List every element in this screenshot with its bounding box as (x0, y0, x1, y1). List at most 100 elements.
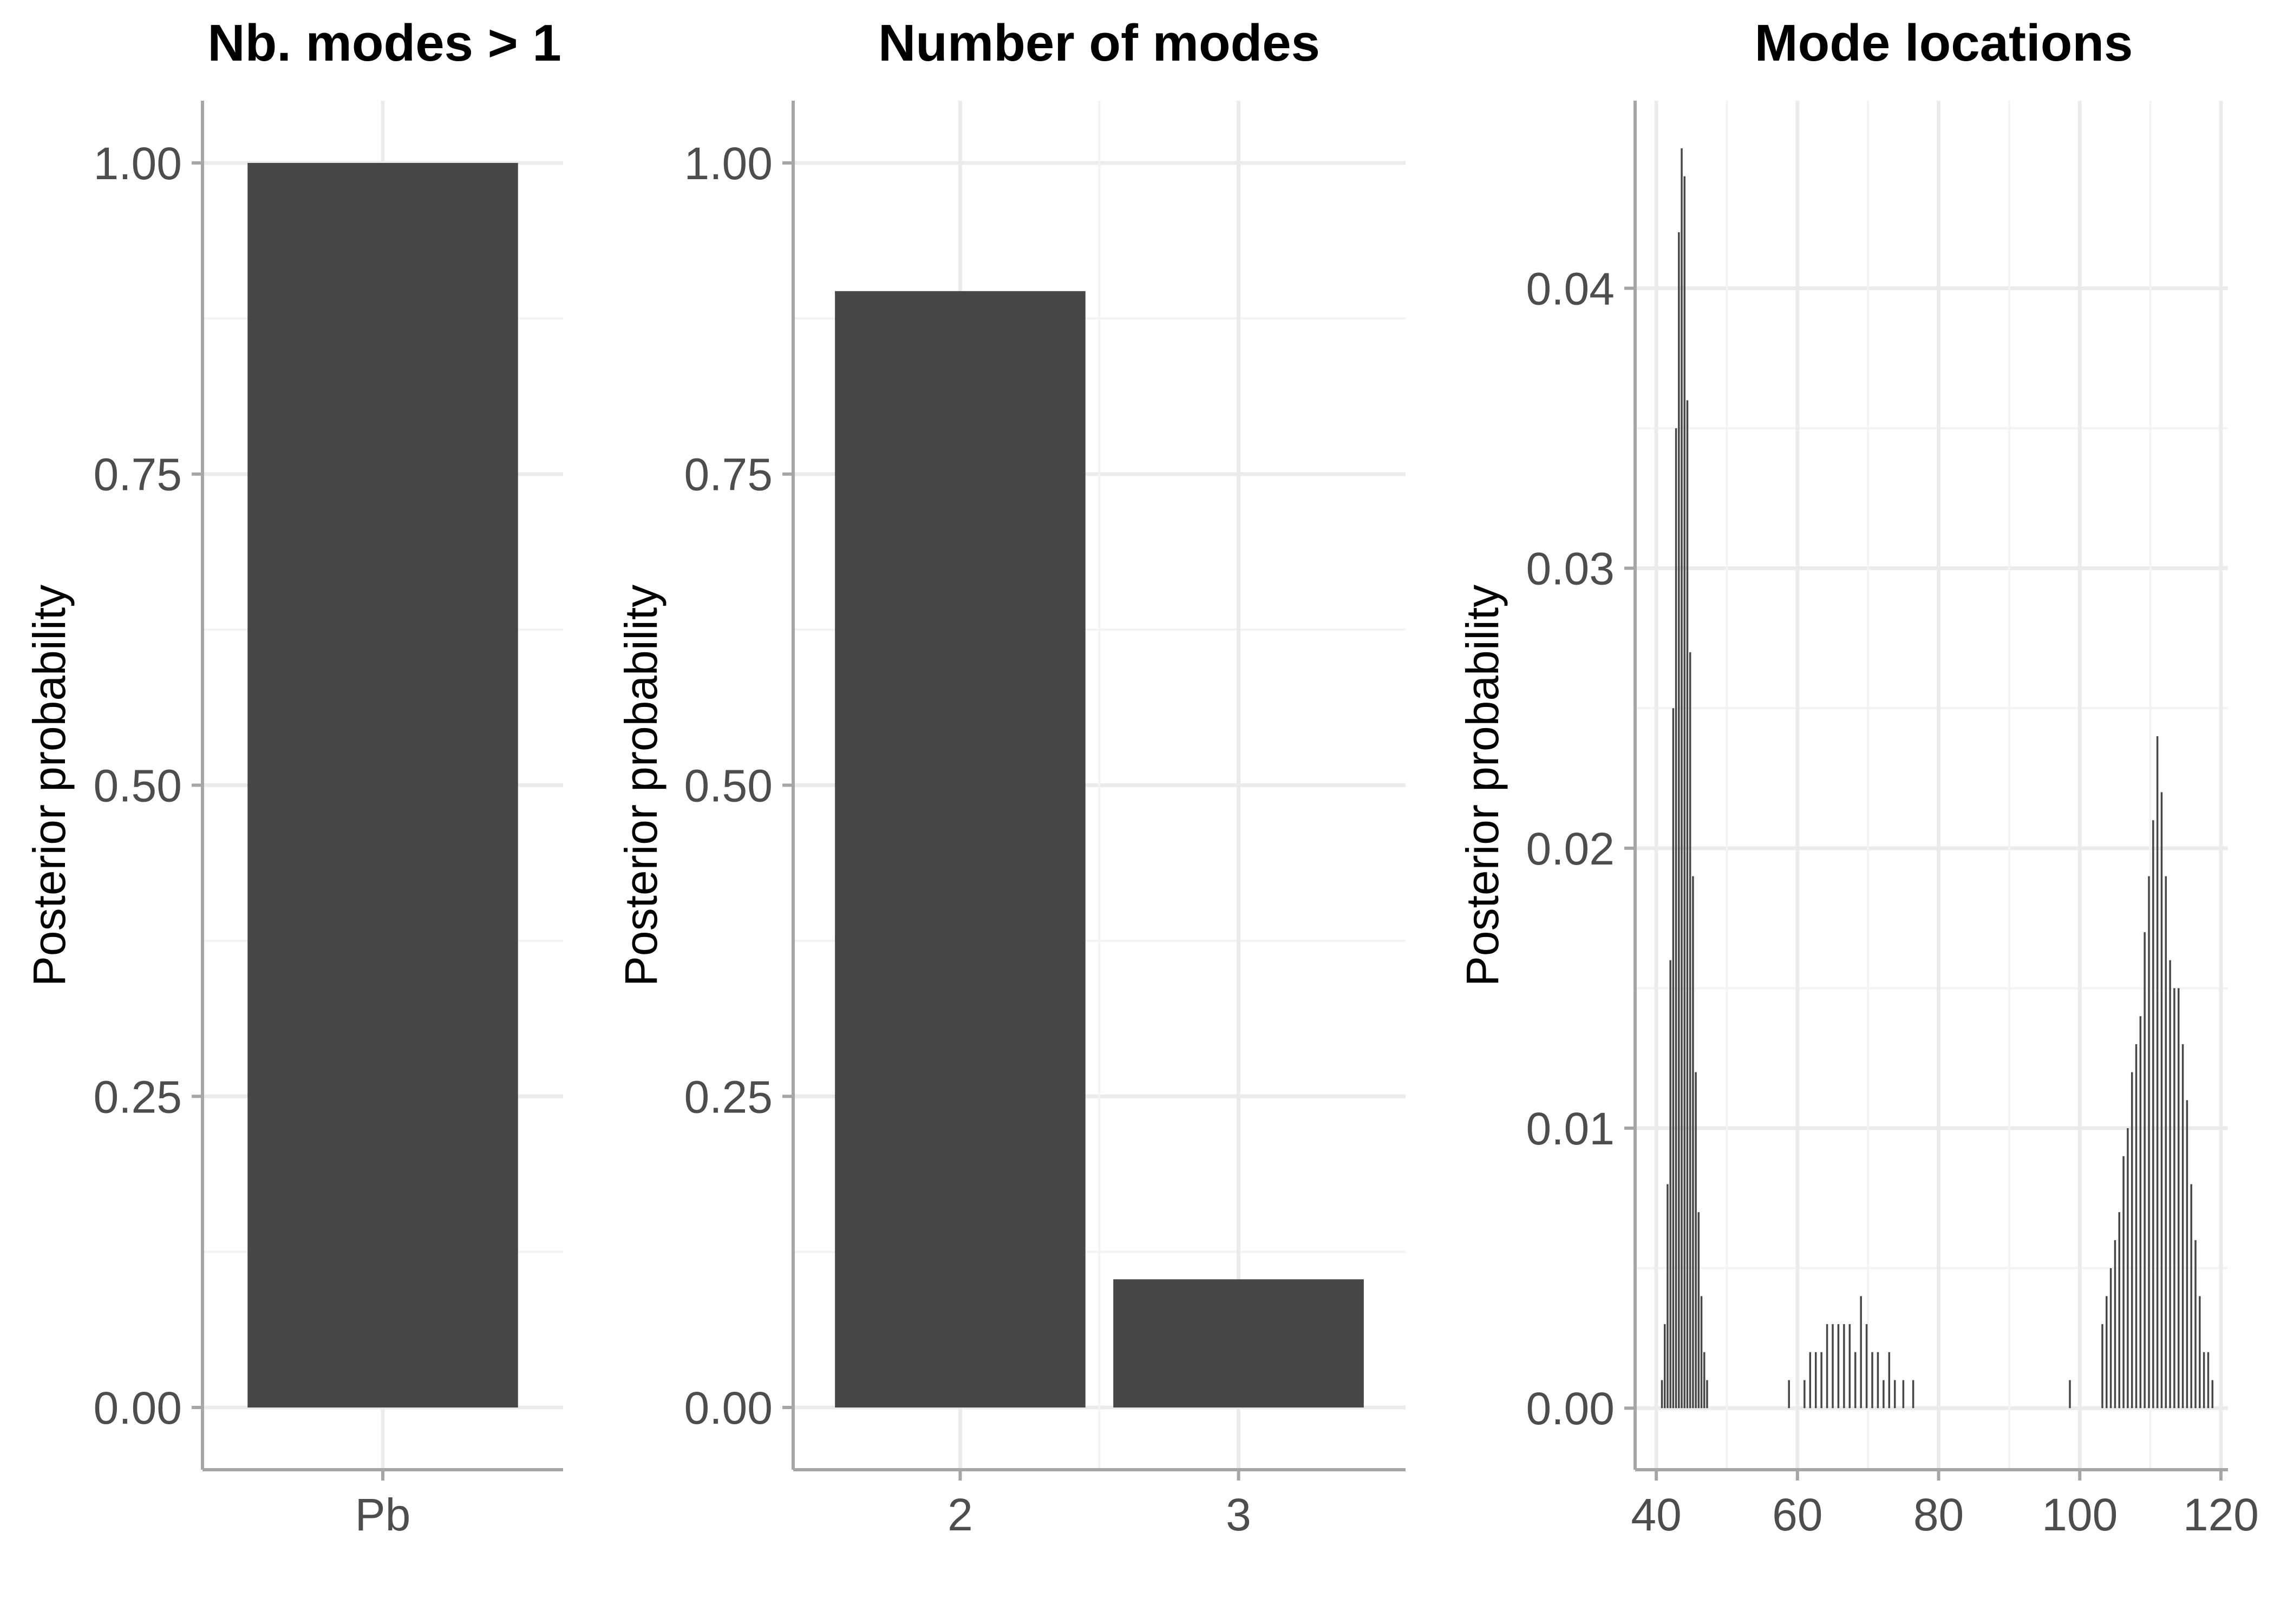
mode-location-bar (1675, 428, 1677, 1409)
mode-location-bar (1809, 1352, 1812, 1409)
panel-3-bars (1661, 148, 2214, 1409)
y-tick-label: 0.00 (94, 1383, 182, 1433)
mode-location-bar (2148, 876, 2150, 1409)
mode-location-bar (2207, 1352, 2210, 1409)
mode-location-bar (1883, 1380, 1885, 1409)
mode-location-bar (1681, 148, 1683, 1409)
mode-location-bar (2156, 736, 2159, 1409)
mode-location-bar (2169, 960, 2171, 1409)
x-tick-label: Pb (355, 1489, 411, 1540)
mode-location-bar (1697, 1212, 1700, 1409)
mode-location-bar (1902, 1380, 1905, 1409)
panel-1-axes: Pb 0.00 0.25 0.50 0.75 1.00 (94, 101, 563, 1540)
panel-2-axes: 2 3 0.00 0.25 0.50 0.75 1.00 (684, 101, 1406, 1540)
mode-location-bar (2181, 1044, 2184, 1409)
y-tick-label: 0.25 (94, 1071, 182, 1122)
x-tick-label: 60 (1772, 1489, 1822, 1540)
mode-location-bar (1854, 1352, 1857, 1409)
mode-location-bar (2114, 1240, 2116, 1409)
y-tick-label: 0.00 (684, 1383, 773, 1433)
mode-location-bar (1832, 1324, 1834, 1409)
mode-location-bar (1912, 1380, 1914, 1409)
mode-location-bar (2144, 932, 2146, 1409)
x-tick-label: 3 (1226, 1489, 1251, 1540)
mode-location-bar (2199, 1296, 2201, 1409)
panel-3-grid (1635, 101, 2228, 1470)
mode-location-bar (1788, 1380, 1790, 1409)
mode-location-bar (2069, 1380, 2071, 1409)
y-tick-label: 0.02 (1526, 823, 1615, 874)
mode-location-bar (2178, 988, 2180, 1409)
mode-location-bar (1692, 876, 1694, 1409)
panel-1-bars (247, 162, 518, 1408)
mode-location-bar (2211, 1380, 2214, 1409)
mode-location-bar (1700, 1296, 1703, 1409)
mode-location-bar (1706, 1380, 1708, 1409)
y-tick-label: 1.00 (94, 138, 182, 189)
mode-location-bar (2190, 1184, 2192, 1409)
mode-location-bar (1814, 1352, 1817, 1409)
mode-location-bar (1803, 1380, 1806, 1409)
mode-location-bar (2160, 792, 2163, 1409)
mode-location-bar (1669, 960, 1671, 1409)
panel-2-bars (835, 291, 1364, 1408)
mode-location-bar (2122, 1156, 2125, 1409)
x-tick-label: 120 (2183, 1489, 2259, 1540)
y-tick-label: 0.50 (684, 761, 773, 811)
y-tick-label: 0.01 (1526, 1103, 1615, 1154)
mode-location-bar (1678, 232, 1680, 1409)
mode-location-bar (1888, 1352, 1891, 1409)
y-tick-label: 0.00 (1526, 1383, 1615, 1434)
mode-location-bar (1820, 1352, 1822, 1409)
mode-location-bar (1865, 1324, 1868, 1409)
y-tick-label: 0.75 (94, 449, 182, 500)
panel-mode-locations: 40 60 80 100 120 0.00 0.01 0.02 0.03 0.04 Mode lo… (1457, 14, 2259, 1540)
mode-location-bar (1877, 1352, 1879, 1409)
mode-location-bar (2173, 988, 2175, 1409)
x-tick-label: 2 (948, 1489, 973, 1540)
mode-location-bar (1703, 1352, 1706, 1409)
mode-location-bar (1689, 652, 1691, 1409)
panel-nb-modes: Pb 0.00 0.25 0.50 0.75 1.00 Nb. modes > 1 Pos… (24, 14, 563, 1540)
mode-location-bar (2101, 1324, 2103, 1409)
mode-location-bar (1837, 1324, 1840, 1409)
panel-1-y-axis-title: Posterior probability (24, 585, 75, 986)
mode-location-bar (2152, 820, 2154, 1409)
mode-location-bar (1860, 1296, 1862, 1409)
mode-location-bar (1695, 1072, 1697, 1409)
y-tick-label: 0.75 (684, 449, 773, 500)
x-tick-label: 100 (2042, 1489, 2118, 1540)
panel-3-title: Mode locations (1755, 14, 2133, 72)
mode-location-bar (2186, 1100, 2188, 1409)
mode-location-bar (1664, 1324, 1666, 1409)
mode-location-bar (1848, 1324, 1851, 1409)
panel-3-axes: 40 60 80 100 120 0.00 0.01 0.02 0.03 0.04 (1526, 101, 2259, 1540)
y-tick-label: 1.00 (684, 138, 773, 189)
x-tick-label: 80 (1913, 1489, 1964, 1540)
mode-location-bar (2131, 1072, 2133, 1409)
mode-location-bar (1843, 1324, 1845, 1409)
mode-location-bar (2106, 1296, 2108, 1409)
bar-2 (835, 291, 1086, 1408)
mode-location-bar (2203, 1352, 2205, 1409)
bar-Pb (247, 162, 518, 1408)
mode-location-bar (1893, 1380, 1896, 1409)
mode-location-bar (2194, 1240, 2197, 1409)
mode-location-bar (2118, 1212, 2120, 1409)
mode-location-bar (2139, 1016, 2142, 1409)
x-tick-label: 40 (1631, 1489, 1681, 1540)
panel-2-title: Number of modes (878, 14, 1320, 72)
panel-2-y-axis-title: Posterior probability (616, 585, 666, 986)
mode-location-bar (2109, 1268, 2112, 1409)
mode-location-bar (2165, 876, 2167, 1409)
panel-1-title: Nb. modes > 1 (207, 14, 561, 72)
mode-location-bar (1672, 708, 1675, 1409)
mode-location-bar (1667, 1184, 1669, 1409)
y-tick-label: 0.50 (94, 761, 182, 811)
mode-location-bar (2135, 1044, 2138, 1409)
panel-3-y-axis-title: Posterior probability (1457, 585, 1508, 986)
mode-location-bar (1826, 1324, 1828, 1409)
y-tick-label: 0.25 (684, 1071, 773, 1122)
y-tick-label: 0.04 (1526, 264, 1615, 315)
